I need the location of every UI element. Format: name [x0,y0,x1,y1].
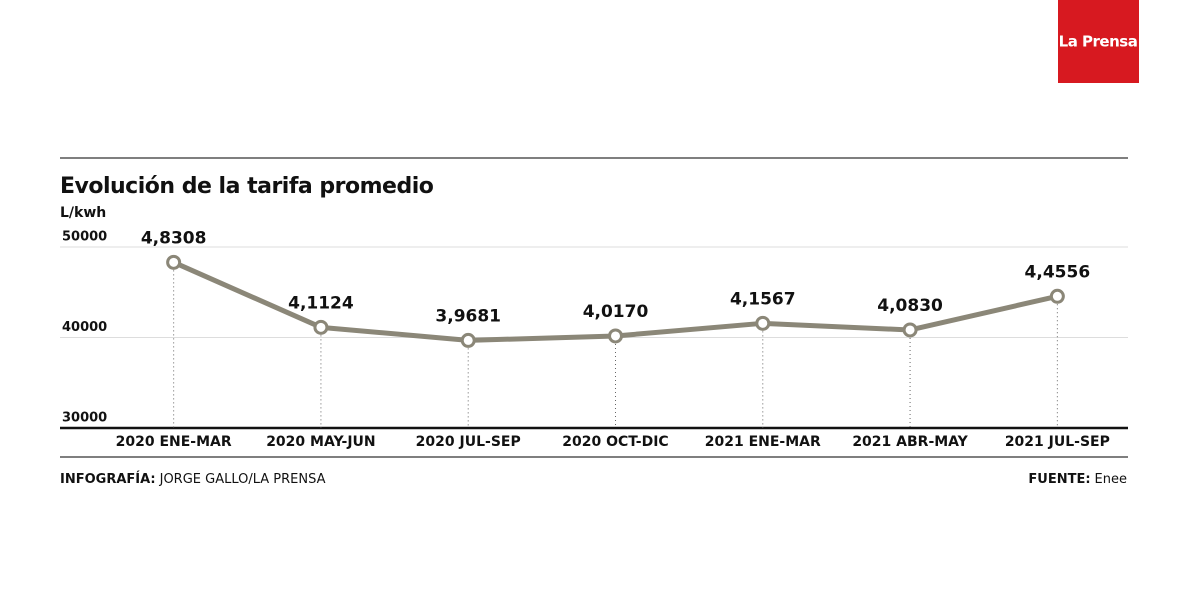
point [1049,288,1065,304]
point [608,328,623,344]
y-tick-label: 30000 [62,411,107,426]
point [313,319,329,335]
source-label: FUENTE: [1028,472,1090,487]
credit-label: INFOGRAFÍA: [60,471,156,487]
value-label: 3,9681 [435,306,501,326]
credit-label: INFOGRAFÍA: JORGE GALLO/LA PRENSA [60,471,326,487]
logo: La Prensa [1059,33,1138,51]
x-tick-label: 2021 JUL-SEP [1005,434,1110,450]
credit: JORGE GALLO/LA PRENSA [159,472,326,487]
value-label: 4,1124 [288,293,354,313]
point [755,315,771,331]
value-label: 4,8308 [141,228,207,248]
x-tick-label: 2021 ABR-MAY [852,434,968,450]
value-label: 4,0170 [583,302,649,322]
value-label: 4,4556 [1025,262,1091,282]
x-tick-label: 2020 OCT-DIC [562,434,668,450]
chart-title: Evolución de la tarifa promedio [60,174,434,199]
point [902,322,918,338]
value-label: 4,1567 [730,289,796,309]
source-label: FUENTE: Enee [1028,472,1127,487]
source: Enee [1095,472,1127,487]
point [460,332,476,348]
x-tick-label: 2021 ENE-MAR [705,434,821,450]
y-tick-label: 50000 [62,230,107,245]
y-tick-label: 40000 [62,320,107,335]
y-axis-label: L/kwh [60,205,106,221]
point [166,254,182,270]
value-label: 4,0830 [877,296,943,316]
x-tick-label: 2020 JUL-SEP [416,434,521,450]
logo-box [1058,0,1139,83]
x-tick-label: 2020 MAY-JUN [266,434,375,450]
x-tick-label: 2020 ENE-MAR [116,434,232,450]
